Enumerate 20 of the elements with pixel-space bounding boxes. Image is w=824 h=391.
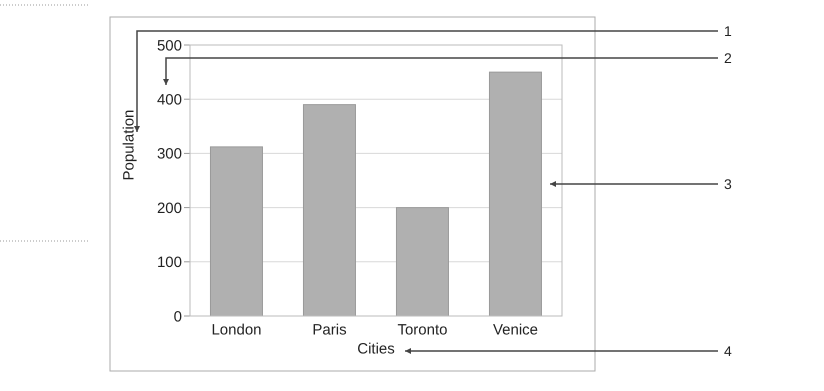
- bar: [302, 104, 356, 316]
- x-axis-title: Cities: [357, 340, 395, 358]
- x-tick-label: London: [211, 322, 262, 339]
- x-tick-label: Paris: [312, 322, 347, 339]
- text: 2: [724, 50, 732, 66]
- y-tick-label: 100: [156, 254, 182, 272]
- text: 1: [724, 23, 732, 39]
- bar: [210, 146, 263, 316]
- y-tick-label: 200: [156, 200, 182, 217]
- bar: [488, 72, 542, 316]
- y-tick-label: 500: [156, 37, 182, 54]
- text: 3: [724, 176, 732, 192]
- x-tick-label: Venice: [492, 322, 538, 339]
- x-tick-label: Toronto: [397, 322, 448, 339]
- y-tick-label: 400: [156, 92, 182, 109]
- y-tick-label: 0: [174, 308, 182, 326]
- y-axis-title: Population: [120, 110, 138, 180]
- bar: [396, 207, 449, 316]
- y-tick-label: 300: [156, 146, 182, 163]
- text: 4: [724, 343, 732, 359]
